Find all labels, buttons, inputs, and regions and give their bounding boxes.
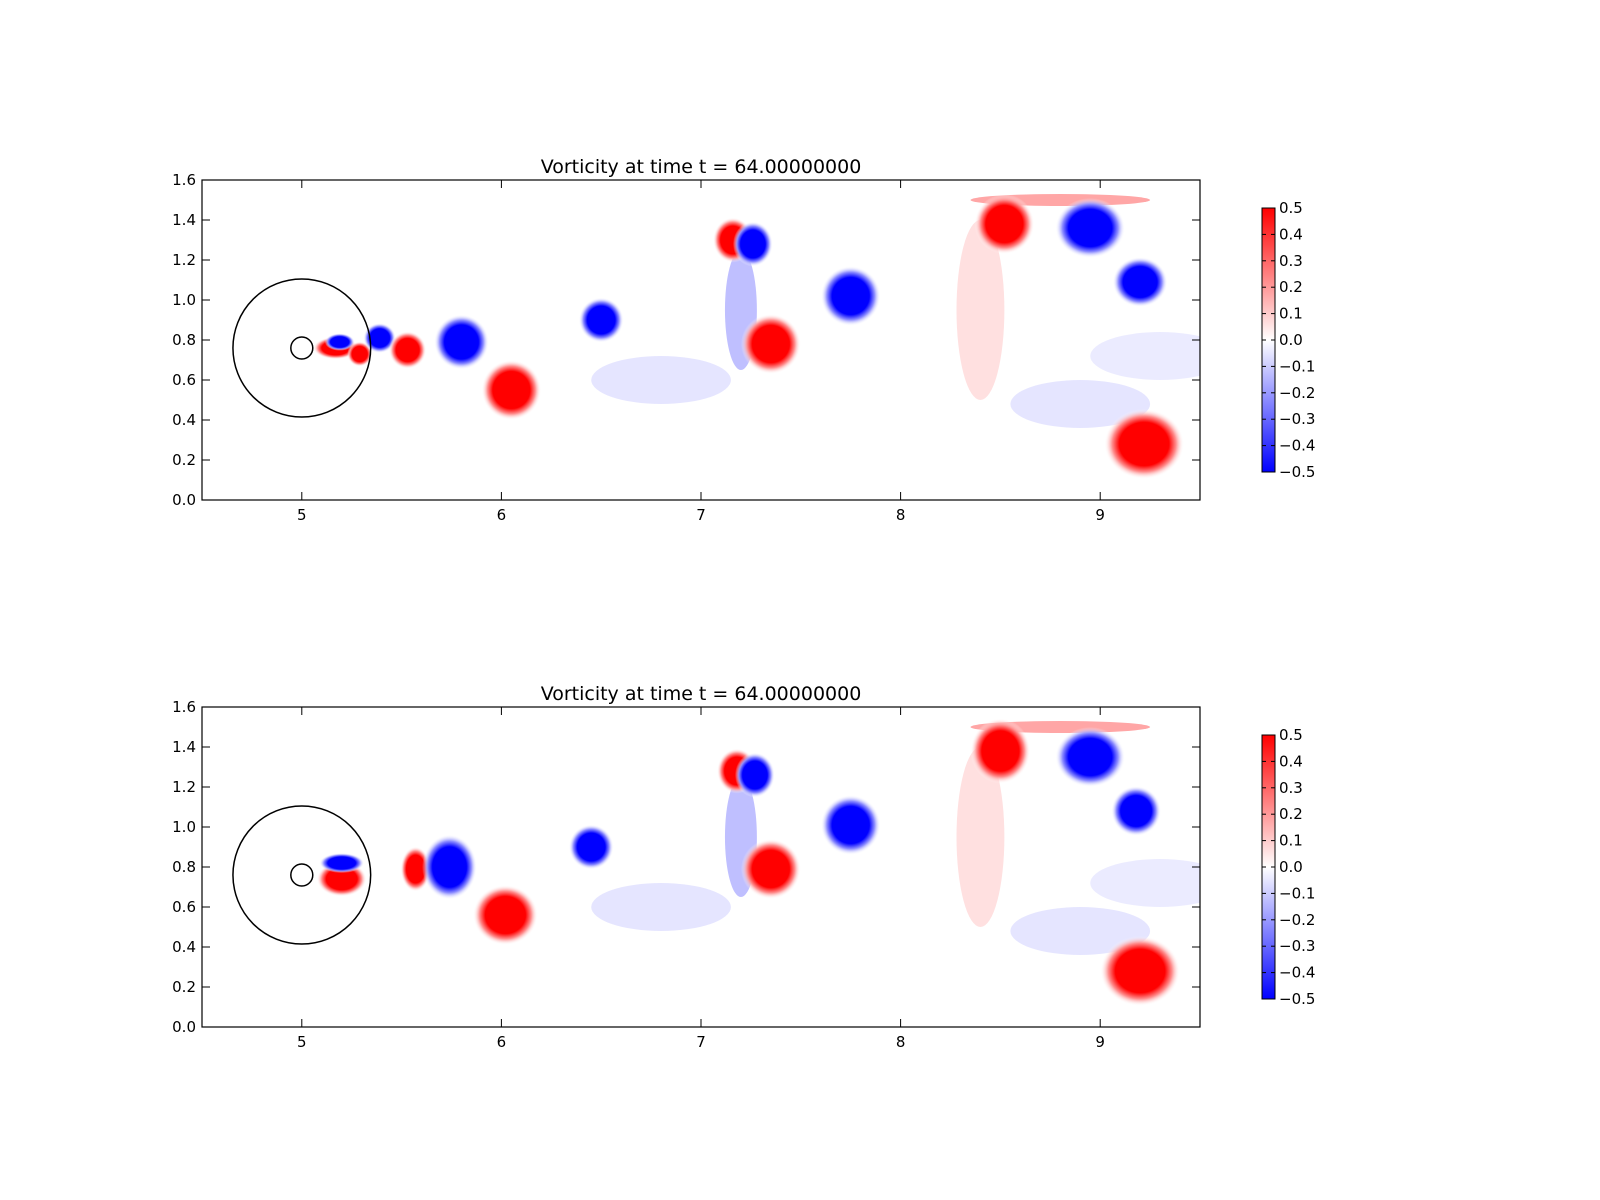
colorbar-tick-label: 0.2 [1279,278,1303,296]
y-tick-label: 0.6 [172,371,196,389]
colorbar-tick-label: 0.4 [1279,752,1303,770]
y-tick-label: 1.2 [172,251,196,269]
negative-vortex [734,752,775,798]
positive-vortex [740,839,801,899]
x-tick-label: 8 [896,1033,906,1051]
negative-vortex [1055,727,1126,787]
x-tick-label: 5 [297,1033,307,1051]
colorbar-tick-label: 0.1 [1279,305,1303,323]
colorbar-tick-label: −0.5 [1279,990,1315,1008]
negative-vortex [324,333,355,351]
chart-title: Vorticity at time t = 64.00000000 [541,156,862,178]
y-tick-label: 0.0 [172,491,196,509]
y-tick-label: 0.4 [172,411,196,429]
negative-vortex [732,221,773,267]
negative-vortex [820,795,881,855]
y-tick-label: 0.8 [172,331,196,349]
y-tick-label: 1.6 [172,171,196,189]
x-tick-label: 6 [497,506,507,524]
y-tick-label: 1.0 [172,291,196,309]
y-tick-label: 0.6 [172,898,196,916]
y-tick-label: 1.4 [172,211,196,229]
colorbar-tick-label: −0.2 [1279,911,1315,929]
y-tick-label: 1.6 [172,698,196,716]
y-tick-label: 0.0 [172,1018,196,1036]
shear-layer [1090,332,1200,380]
vorticity-plot-bottom: Vorticity at time t = 64.00000000 5 6 7 8 9 0.… [172,683,1315,1051]
x-tick-label: 9 [1095,1033,1105,1051]
colorbar-tick-label: −0.4 [1279,964,1315,982]
y-tick-label: 0.4 [172,938,196,956]
positive-vortex [970,718,1031,784]
negative-vortex [1111,786,1162,836]
negative-vortex [434,314,489,370]
shear-layer [1010,907,1151,955]
colorbar-tick-label: 0.5 [1279,726,1303,744]
colorbar-tick-label: 0.1 [1279,832,1303,850]
shear-layer [591,356,731,404]
positive-vortex [481,360,542,420]
shear-layer [956,747,1005,927]
colorbar-tick-label: −0.5 [1279,463,1315,481]
positive-vortex [1104,409,1185,479]
positive-vortex [472,885,538,945]
x-tick-label: 7 [696,506,706,524]
boundary-circle [232,805,372,945]
colorbar-tick-label: −0.1 [1279,357,1315,375]
positive-vortex [1100,936,1181,1006]
negative-vortex [1055,198,1126,258]
negative-vortex [578,297,624,343]
positive-vortex [974,194,1035,254]
x-tick-label: 5 [297,506,307,524]
x-tick-label: 6 [497,1033,507,1051]
negative-vortex [568,824,614,870]
shear-layer [1010,380,1151,428]
positive-vortex [347,341,373,367]
y-tick-label: 0.8 [172,858,196,876]
negative-vortex [319,853,365,873]
x-tick-label: 9 [1095,506,1105,524]
colorbar-tick-label: 0.2 [1279,805,1303,823]
positive-vortex [388,331,427,369]
y-tick-label: 1.0 [172,818,196,836]
positive-vortex [740,314,801,374]
negative-vortex [363,323,396,353]
shear-layer [956,220,1005,400]
vorticity-field [232,718,1200,1006]
colorbar-tick-label: 0.3 [1279,252,1303,270]
boundary-circle [290,863,314,887]
colorbar-tick-label: 0.0 [1279,331,1303,349]
colorbar-tick-label: 0.0 [1279,858,1303,876]
colorbar-tick-label: −0.3 [1279,410,1315,428]
y-tick-label: 1.4 [172,738,196,756]
y-tick-label: 1.2 [172,778,196,796]
y-tick-label: 0.2 [172,978,196,996]
chart-title: Vorticity at time t = 64.00000000 [541,683,862,705]
shear-layer [591,883,731,931]
x-tick-label: 8 [896,506,906,524]
colorbar-tick-label: −0.2 [1279,384,1315,402]
vorticity-field [232,194,1200,479]
boundary-circle [232,278,372,418]
x-tick-label: 7 [696,1033,706,1051]
colorbar-tick-label: 0.4 [1279,225,1303,243]
shear-layer [1090,859,1200,907]
colorbar-tick-label: −0.1 [1279,884,1315,902]
vorticity-plot-top: Vorticity at time t = 64.00000000 5 6 7 8 9 0.… [172,156,1315,524]
boundary-circle [290,336,314,360]
negative-vortex [1112,257,1168,307]
colorbar-tick-label: −0.4 [1279,437,1315,455]
y-tick-label: 0.2 [172,451,196,469]
colorbar-tick-label: 0.5 [1279,199,1303,217]
colorbar-tick-label: −0.3 [1279,937,1315,955]
positive-vortex [400,846,431,892]
colorbar-tick-label: 0.3 [1279,779,1303,797]
negative-vortex [820,266,881,326]
negative-vortex [422,834,477,900]
